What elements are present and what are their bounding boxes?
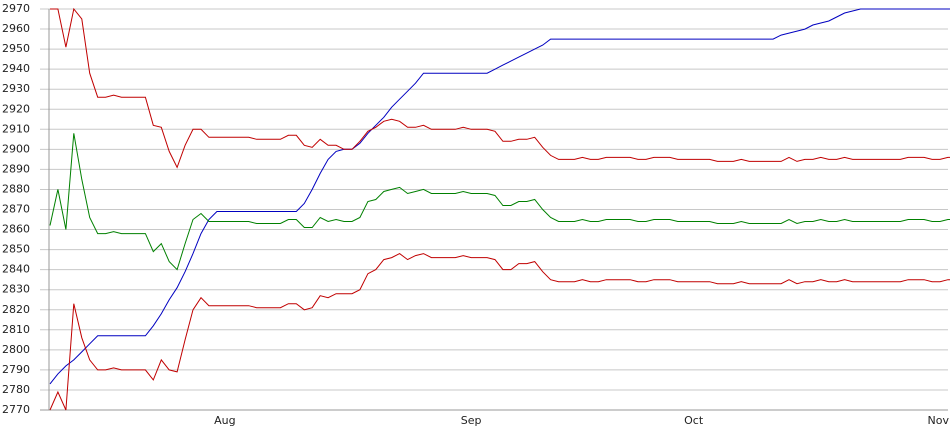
series-line — [50, 7, 950, 169]
y-tick-label: 2790 — [2, 363, 30, 376]
y-tick-label: 2830 — [2, 283, 30, 296]
y-tick-label: 2820 — [2, 303, 30, 316]
y-tick-label: 2770 — [2, 403, 30, 416]
y-tick-label: 2890 — [2, 162, 30, 175]
y-tick-label: 2940 — [2, 62, 30, 75]
y-tick-label: 2930 — [2, 82, 30, 95]
x-tick-label: Nov — [928, 414, 950, 427]
y-tick-label: 2780 — [2, 383, 30, 396]
y-tick-label: 2920 — [2, 102, 30, 115]
y-tick-label: 2800 — [2, 343, 30, 356]
y-tick-label: 2950 — [2, 42, 30, 55]
series-line — [49, 8, 950, 385]
y-tick-label: 2860 — [2, 223, 30, 236]
x-tick-label: Oct — [684, 414, 704, 427]
x-tick-label: Aug — [214, 414, 235, 427]
y-tick-label: 2960 — [2, 22, 30, 35]
y-tick-label: 2840 — [2, 263, 30, 276]
y-tick-label: 2850 — [2, 243, 30, 256]
x-tick-label: Sep — [461, 414, 482, 427]
y-tick-label: 2880 — [2, 182, 30, 195]
y-tick-label: 2970 — [2, 2, 30, 15]
series-line — [49, 133, 950, 271]
y-tick-label: 2810 — [2, 323, 30, 336]
y-tick-label: 2870 — [2, 203, 30, 216]
y-tick-label: 2900 — [2, 142, 30, 155]
y-tick-label: 2910 — [2, 122, 30, 135]
series-line — [49, 253, 950, 411]
